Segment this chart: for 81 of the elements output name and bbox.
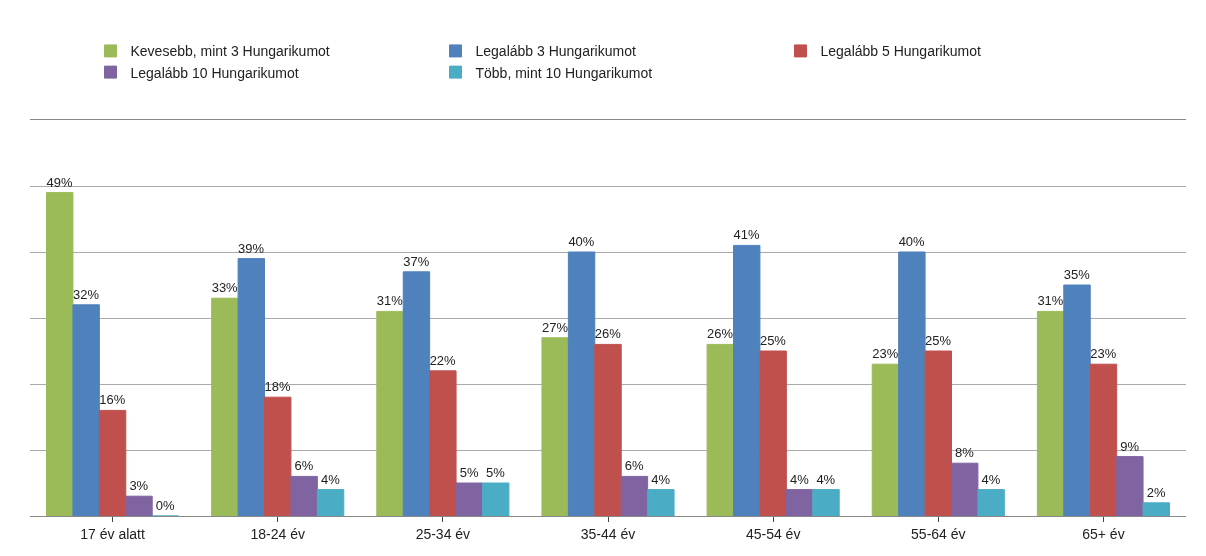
x-tick-label: 18-24 év — [250, 525, 305, 542]
data-label: 16% — [99, 392, 126, 408]
data-label: 31% — [376, 293, 404, 309]
bar — [481, 482, 510, 516]
bar — [237, 258, 265, 516]
bar — [594, 343, 622, 516]
data-label: 0% — [155, 498, 176, 513]
bar — [1036, 310, 1065, 516]
bar — [898, 251, 926, 516]
data-label: 49% — [46, 174, 73, 190]
data-label: 23% — [872, 346, 899, 362]
data-label: 3% — [129, 478, 149, 494]
bar — [290, 475, 318, 516]
bar — [759, 350, 787, 516]
data-label: 18% — [264, 379, 291, 395]
data-label: 8% — [955, 445, 975, 461]
data-label: 4% — [816, 471, 836, 487]
data-label: 33% — [211, 280, 239, 296]
bar — [429, 370, 457, 516]
bar — [402, 271, 431, 516]
x-tick-label: 25-34 év — [415, 525, 471, 542]
data-label: 40% — [568, 234, 595, 249]
bar — [1089, 363, 1118, 516]
x-tick-label: 45-54 év — [745, 525, 801, 542]
bar — [871, 363, 900, 516]
bar — [46, 192, 74, 516]
data-label: 35% — [1063, 267, 1091, 282]
bar — [316, 489, 345, 516]
bar — [706, 343, 735, 516]
bar — [125, 495, 153, 516]
data-label: 26% — [707, 326, 734, 342]
data-label: 39% — [238, 240, 265, 256]
data-label: 4% — [981, 471, 1001, 487]
bar — [455, 482, 483, 516]
bar — [812, 489, 840, 516]
bar — [785, 489, 814, 516]
x-tick-label: 65+ év — [1082, 525, 1125, 542]
bar — [1116, 456, 1144, 516]
bar — [541, 337, 569, 516]
bar — [951, 462, 979, 516]
data-label: 41% — [733, 227, 760, 243]
data-label: 5% — [486, 465, 506, 480]
data-label: 23% — [1090, 346, 1117, 362]
data-label: 6% — [294, 458, 314, 474]
bar — [567, 251, 596, 516]
data-label: 27% — [541, 319, 569, 335]
data-label: 31% — [1037, 293, 1064, 309]
data-label: 4% — [789, 471, 810, 487]
bar — [264, 396, 292, 516]
bar — [1142, 502, 1170, 516]
bar — [647, 489, 675, 516]
legend-label: Legalább 3 Hungarikumot — [475, 43, 636, 60]
data-label: 6% — [624, 458, 645, 474]
bar — [977, 489, 1005, 516]
x-tick-label: 55-64 év — [911, 525, 966, 542]
bar — [211, 297, 239, 516]
data-label: 4% — [651, 471, 671, 487]
data-label: 26% — [594, 326, 622, 342]
data-label: 5% — [459, 465, 479, 480]
data-label: 25% — [925, 333, 952, 348]
legend-label: Legalább 5 Hungarikumot — [820, 43, 981, 60]
x-tick-label: 35-44 év — [580, 525, 636, 542]
legend-label: Legalább 10 Hungarikumot — [130, 64, 299, 81]
data-label: 37% — [403, 253, 430, 269]
data-label: 2% — [1146, 484, 1166, 500]
bar — [72, 304, 100, 516]
x-tick-label: 17 év alatt — [80, 525, 145, 542]
data-label: 25% — [759, 333, 787, 348]
bar — [98, 409, 127, 516]
data-label: 22% — [429, 352, 457, 368]
data-label: 40% — [898, 234, 926, 249]
data-label: 4% — [320, 471, 341, 487]
data-label: 9% — [1120, 438, 1140, 454]
data-label: 32% — [72, 286, 100, 302]
bar — [1063, 284, 1091, 516]
bar — [376, 310, 404, 516]
bar — [924, 350, 952, 516]
bar — [620, 475, 649, 516]
bar — [733, 244, 761, 516]
legend-label: Kevesebb, mint 3 Hungarikumot — [130, 43, 330, 60]
legend-label: Több, mint 10 Hungarikumot — [475, 64, 653, 81]
